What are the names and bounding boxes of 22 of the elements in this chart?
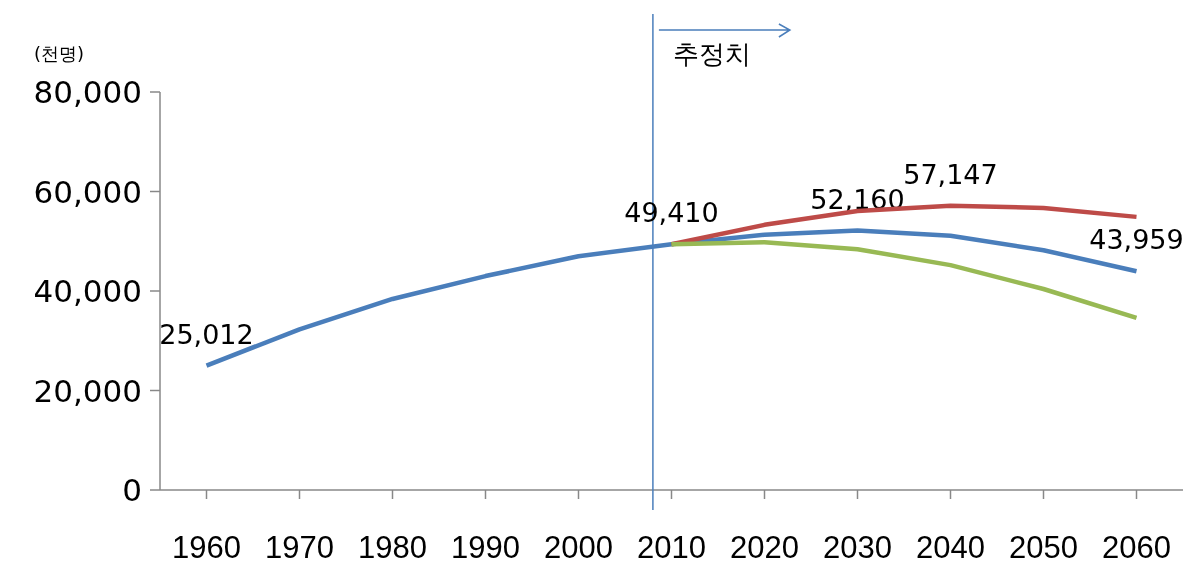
x-tick-label: 2020 (730, 530, 799, 565)
y-tick-label: 60,000 (33, 173, 142, 210)
data-label: 25,012 (159, 318, 254, 350)
x-tick-label: 2060 (1102, 530, 1171, 565)
y-tick-label: 0 (122, 472, 142, 508)
data-label: 43,959 (1089, 224, 1184, 256)
x-tick-label: 2000 (544, 530, 613, 565)
x-tick-label: 1990 (451, 530, 520, 565)
y-tick-label: 20,000 (33, 372, 142, 409)
y-axis-title: (천명) (34, 43, 85, 64)
y-tick-label: 40,000 (33, 273, 142, 309)
x-tick-label: 2040 (916, 530, 985, 565)
x-tick-label: 1960 (172, 530, 241, 565)
x-tick-label: 1980 (358, 530, 427, 565)
data-label: 52,160 (810, 183, 905, 215)
x-tick-label: 2030 (823, 530, 892, 565)
ref-line-label: 추정치 (672, 39, 751, 69)
data-label: 57,147 (903, 158, 998, 190)
x-tick-label: 2050 (1009, 530, 1078, 565)
x-tick-label: 2010 (637, 530, 706, 565)
y-tick-label: 80,000 (33, 74, 142, 110)
x-tick-label: 1970 (265, 530, 334, 565)
